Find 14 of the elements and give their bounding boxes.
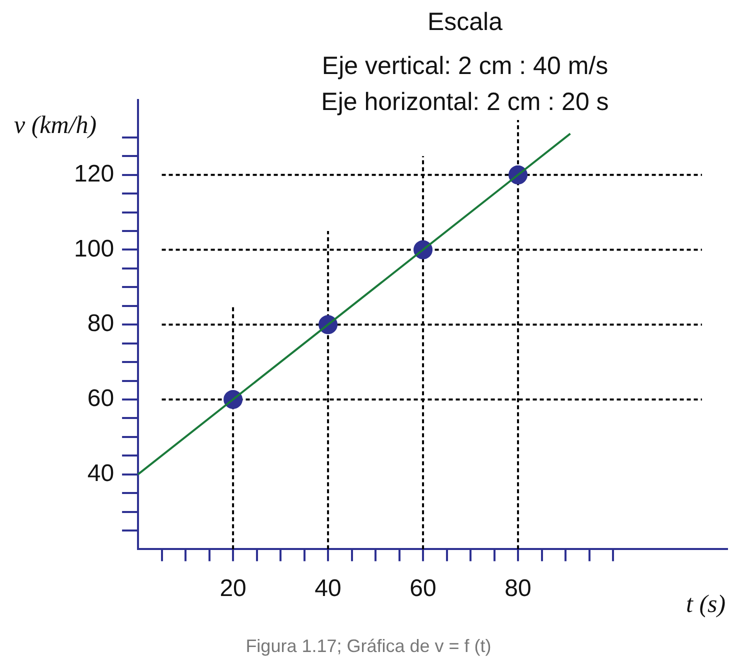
- x-tick-label: 20: [220, 575, 246, 602]
- y-tick-label: 60: [87, 385, 114, 412]
- x-axis-title: t (s): [686, 591, 726, 618]
- x-tick-label: 80: [504, 575, 532, 602]
- y-tick-label: 40: [87, 460, 114, 487]
- y-tick-label: 80: [87, 310, 114, 338]
- y-tick-label: 100: [74, 235, 114, 262]
- x-tick-label: 40: [314, 575, 342, 602]
- x-tick-label: 60: [410, 575, 436, 602]
- chart-subtitle: Eje vertical: 2 cm : 40 m/s Eje horizontal: 2 cm : 20 s: [320, 51, 610, 118]
- y-axis-title: v (km/h): [14, 112, 97, 139]
- chart-title: Escala: [426, 8, 504, 37]
- text: Figura 1.17; Gráfica de v = f (t): [244, 636, 492, 657]
- y-tick-label: 120: [74, 160, 114, 188]
